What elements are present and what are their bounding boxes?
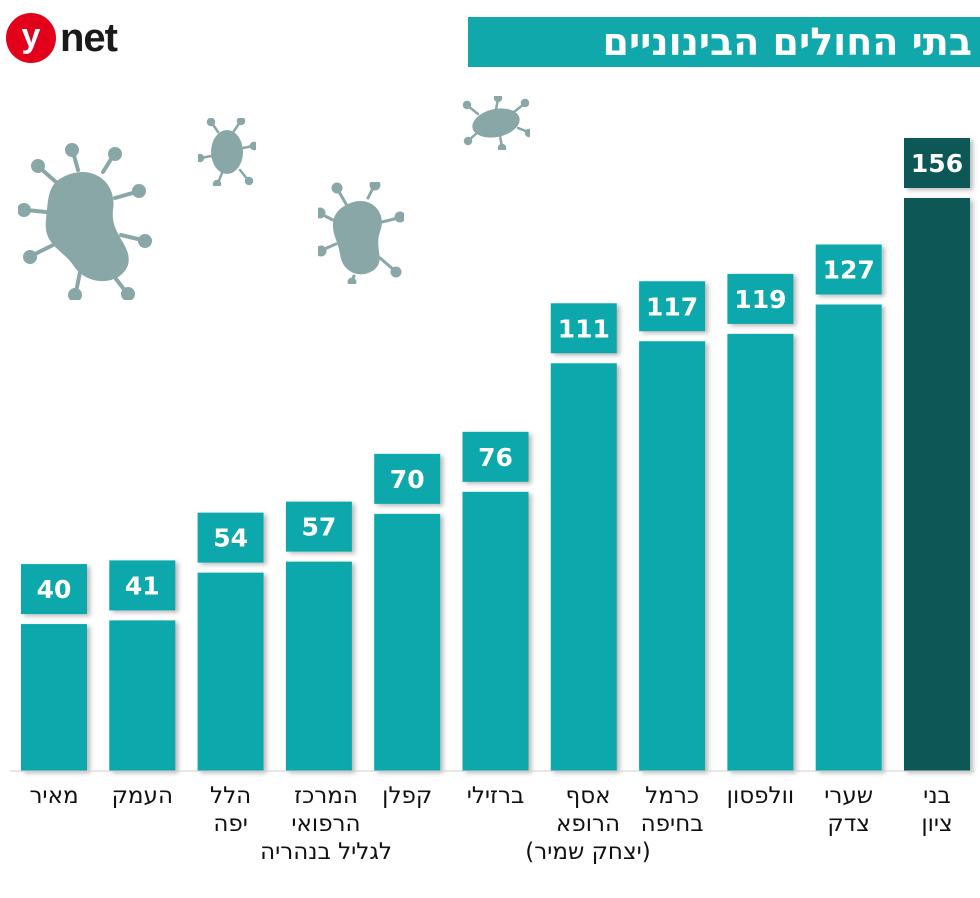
virus-icon	[462, 96, 530, 150]
logo-letter: y	[6, 13, 56, 63]
bar	[197, 572, 264, 771]
data-label: 70	[390, 465, 425, 494]
logo-text: net	[60, 16, 118, 60]
bar	[21, 624, 87, 771]
data-label: 156	[911, 149, 963, 178]
data-label: 54	[213, 524, 248, 553]
category-label: המרכז הרפואי לגליל בנהריה	[260, 783, 392, 865]
value-tag	[727, 273, 794, 324]
bar	[550, 363, 617, 771]
data-label: 57	[302, 513, 337, 542]
data-label: 76	[478, 443, 513, 472]
ynet-logo: y net	[6, 10, 118, 66]
virus-icon	[198, 118, 256, 186]
data-label: 41	[125, 571, 160, 600]
value-tag	[815, 244, 882, 295]
bar	[109, 620, 176, 771]
value-tag	[639, 281, 706, 332]
value-tag	[374, 453, 441, 504]
data-label: 127	[823, 256, 875, 285]
value-tag	[197, 512, 264, 563]
category-label: וולפסון	[726, 783, 795, 809]
category-label: הלל יפה	[210, 783, 252, 837]
virus-icon	[318, 182, 404, 284]
chart-title: בתי החולים הבינוניים	[602, 20, 972, 64]
bar	[727, 333, 794, 771]
value-tag	[21, 564, 87, 615]
category-label: כרמל בחיפה	[640, 783, 704, 837]
title-banner: בתי החולים הבינוניים	[468, 17, 980, 67]
value-tag	[109, 560, 176, 611]
bar	[374, 513, 441, 771]
bar	[462, 491, 529, 771]
virus-icon	[18, 143, 152, 300]
category-label: מאיר	[29, 783, 79, 809]
category-label: בני ציון	[921, 783, 953, 837]
bar	[904, 198, 970, 771]
bar	[639, 341, 706, 771]
data-label: 40	[37, 575, 72, 604]
value-tag	[550, 303, 617, 354]
value-tag	[285, 501, 352, 552]
category-label: קפלן	[382, 783, 433, 809]
category-label: ברזילי	[466, 783, 525, 809]
category-label: אסף הרופא (יצחק שמיר)	[525, 783, 651, 865]
data-label: 111	[558, 314, 610, 343]
bar	[285, 561, 352, 771]
category-label: שערי צדק	[824, 783, 874, 837]
data-label: 119	[734, 285, 786, 314]
value-tag	[462, 431, 529, 482]
category-label: העמק	[111, 783, 173, 809]
data-label: 117	[646, 292, 698, 321]
bar	[815, 304, 882, 771]
value-tag	[904, 138, 970, 188]
